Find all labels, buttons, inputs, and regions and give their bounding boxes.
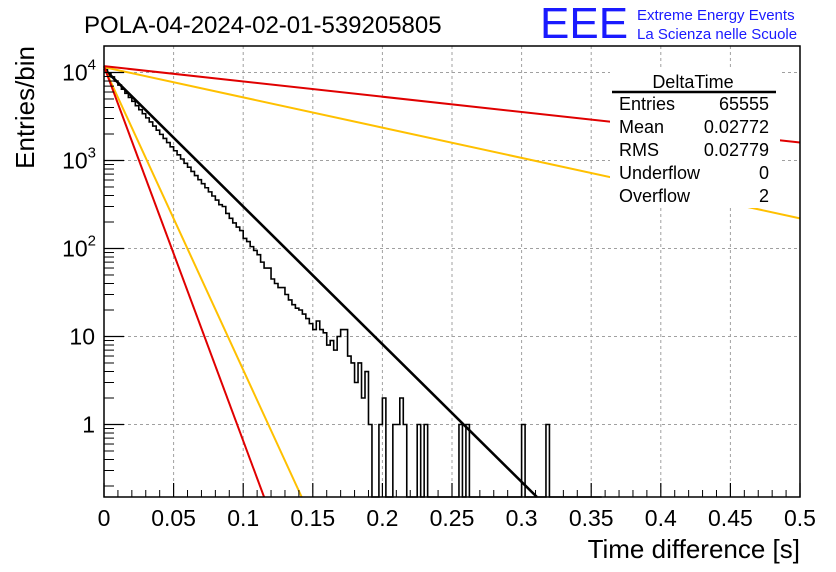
x-axis: 0 0.05 0.1 0.15 0.2 0.25 0.3 0.35 0.4 0.45 0.5	[98, 483, 816, 531]
stats-value: 65555	[719, 94, 769, 114]
x-tick-label: 0.5	[784, 505, 816, 531]
grid-lines	[104, 46, 800, 497]
stats-value: 2	[759, 186, 769, 206]
x-tick-label: 0.15	[290, 505, 335, 531]
chart-title: POLA-04-2024-02-01-539205805	[84, 12, 442, 39]
y-tick-label: 1	[82, 411, 95, 437]
logo-mark: EEE	[540, 0, 628, 48]
stats-box: DeltaTime Entries 65555 Mean 0.02772 RMS 0.02…	[610, 68, 780, 208]
stats-value: 0	[759, 163, 769, 183]
eee-logo: EEE Extreme Energy Events La Scienza nel…	[540, 0, 797, 48]
y-axis: 1 10 102 103 104	[62, 45, 124, 487]
x-tick-label: 0.35	[569, 505, 614, 531]
x-tick-label: 0.1	[227, 505, 259, 531]
x-tick-label: 0.2	[366, 505, 398, 531]
stats-label: RMS	[619, 140, 659, 160]
stats-label: Underflow	[619, 163, 701, 183]
stats-title: DeltaTime	[652, 72, 733, 92]
stats-label: Entries	[619, 94, 675, 114]
histogram-series	[104, 68, 602, 498]
y-axis-title: Entries/bin	[10, 46, 40, 169]
stats-value: 0.02772	[704, 117, 769, 137]
y-tick-label: 10	[69, 323, 95, 349]
x-axis-title: Time difference [s]	[588, 534, 800, 564]
stats-label: Overflow	[619, 186, 691, 206]
fit-line	[103, 66, 303, 498]
x-tick-label: 0.4	[645, 505, 677, 531]
x-tick-label: 0.3	[506, 505, 538, 531]
logo-line-2: La Scienza nelle Scuole	[637, 26, 797, 43]
stats-value: 0.02779	[704, 140, 769, 160]
y-tick-label: 103	[62, 144, 96, 173]
stats-label: Mean	[619, 117, 664, 137]
fit-line	[103, 65, 266, 498]
logo-line-1: Extreme Energy Events	[637, 7, 795, 24]
x-tick-label: 0.45	[708, 505, 753, 531]
y-tick-label: 104	[62, 56, 96, 85]
x-tick-label: 0	[98, 505, 111, 531]
x-tick-label: 0.25	[430, 505, 475, 531]
y-tick-label: 102	[62, 232, 96, 261]
fit-line	[103, 67, 538, 498]
histogram-bars	[104, 68, 602, 498]
x-tick-label: 0.05	[151, 505, 196, 531]
